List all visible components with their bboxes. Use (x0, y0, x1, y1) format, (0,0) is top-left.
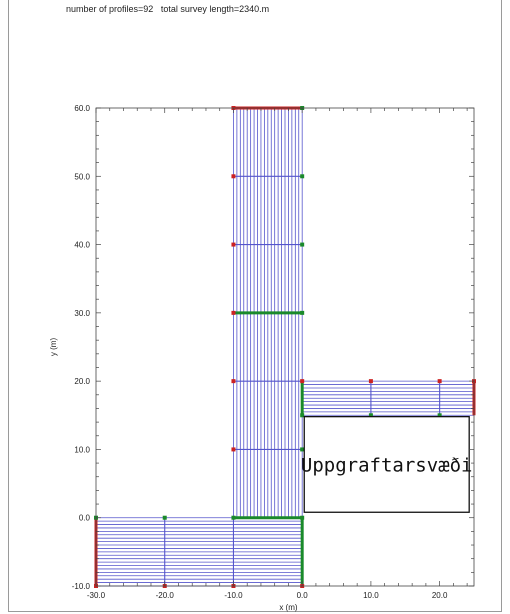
y-tick-label: 50.0 (74, 172, 90, 181)
electrode-marker (300, 413, 305, 418)
electrode-marker (231, 242, 236, 247)
electrode-marker (231, 379, 236, 384)
electrode-marker (231, 174, 236, 179)
survey-summary: number of profiles=92 total survey lengt… (66, 4, 269, 14)
annotation-label: Uppgraftarsvæði (301, 454, 473, 476)
electrode-marker (300, 447, 305, 452)
electrode-marker (300, 174, 305, 179)
electrode-marker (300, 515, 305, 520)
electrode-marker (368, 413, 373, 418)
x-tick-label: 10.0 (363, 591, 379, 600)
profile-lines-layer (96, 108, 474, 587)
electrode-marker (162, 515, 167, 520)
x-tick-label: -20.0 (156, 591, 175, 600)
electrode-marker (231, 515, 236, 520)
x-tick-label: 0.0 (297, 591, 309, 600)
y-tick-label: 0.0 (79, 514, 91, 523)
y-tick-label: 10.0 (74, 445, 90, 454)
electrode-marker (300, 242, 305, 247)
y-tick-label: 30.0 (74, 309, 90, 318)
x-tick-label: -10.0 (224, 591, 243, 600)
electrode-marker (368, 379, 373, 384)
electrode-marker (231, 447, 236, 452)
electrode-marker (231, 310, 236, 315)
x-tick-label: -30.0 (87, 591, 106, 600)
plot-frame (95, 107, 475, 587)
y-tick-label: -10.0 (72, 582, 91, 591)
electrode-marker (437, 413, 442, 418)
y-tick-label: 20.0 (74, 377, 90, 386)
y-axis-title: y (m) (49, 338, 58, 357)
electrode-marker (437, 379, 442, 384)
y-tick-label: 40.0 (74, 241, 90, 250)
annotation-box (303, 416, 470, 513)
electrode-marker (300, 379, 305, 384)
y-tick-label: 60.0 (74, 104, 90, 113)
axes-layer: -30.0 -20.0 -10.0 0.0 10.0 20.0 -10.0 0.0 10.0 20… (49, 104, 475, 612)
electrode-marker (300, 310, 305, 315)
x-tick-label: 20.0 (432, 591, 448, 600)
annotation-layer: Uppgraftarsvæði (301, 416, 473, 513)
profiles-count-label: number of profiles=92 (66, 4, 154, 14)
x-axis-title: x (m) (279, 603, 298, 612)
survey-length-label: total survey length=2340.m (160, 4, 270, 14)
